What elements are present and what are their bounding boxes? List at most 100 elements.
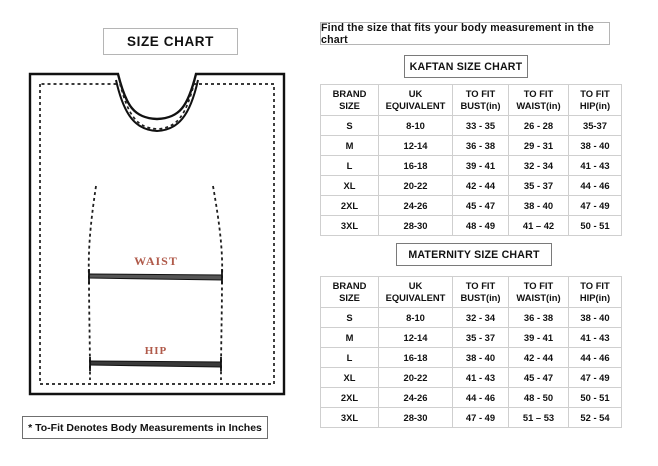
table-row: M 12-14 35 - 37 39 - 41 41 - 43	[320, 327, 622, 348]
cell-uk-equivalent: 16-18	[378, 347, 453, 368]
hip-label: HIP	[145, 345, 168, 357]
cell-uk-equivalent: 12-14	[378, 135, 453, 156]
cell-hip: 38 - 40	[568, 307, 622, 328]
footnote-label: * To-Fit Denotes Body Measurements in In…	[28, 421, 262, 434]
kaftan-table-header: BRAND SIZE UK EQUIVALENT TO FIT BUST(in)…	[320, 84, 622, 116]
table-row: XL 20-22 41 - 43 45 - 47 47 - 49	[320, 367, 622, 388]
cell-waist: 41 – 42	[508, 215, 569, 236]
kaftan-caption-label: KAFTAN SIZE CHART	[409, 60, 523, 73]
header-line2: SIZE	[339, 100, 360, 111]
cell-bust: 32 - 34	[452, 307, 509, 328]
maternity-caption-label: MATERNITY SIZE CHART	[408, 248, 540, 261]
page-title: SIZE CHART	[103, 28, 238, 55]
table-row: 2XL 24-26 45 - 47 38 - 40 47 - 49	[320, 195, 622, 216]
header-line1: UK	[408, 88, 423, 100]
cell-waist: 38 - 40	[508, 195, 569, 216]
cell-brand-size: M	[320, 327, 379, 348]
garment-outline	[28, 72, 286, 396]
cell-brand-size: L	[320, 347, 379, 368]
header-line2: WAIST(in)	[516, 100, 561, 111]
cell-brand-size: 2XL	[320, 195, 379, 216]
header-line1: BRAND	[332, 88, 367, 100]
cell-bust: 41 - 43	[452, 367, 509, 388]
cell-hip: 44 - 46	[568, 347, 622, 368]
cell-hip: 50 - 51	[568, 215, 622, 236]
cell-uk-equivalent: 12-14	[378, 327, 453, 348]
column-header-brand-size: BRAND SIZE	[320, 276, 379, 308]
cell-bust: 48 - 49	[452, 215, 509, 236]
header-line1: TO FIT	[465, 88, 496, 100]
cell-uk-equivalent: 8-10	[378, 307, 453, 328]
cell-hip: 44 - 46	[568, 175, 622, 196]
column-header-hip: TO FIT HIP(in)	[568, 84, 622, 116]
cell-brand-size: S	[320, 115, 379, 136]
header-line2: HIP(in)	[579, 100, 611, 111]
cell-hip: 50 - 51	[568, 387, 622, 408]
cell-waist: 51 – 53	[508, 407, 569, 428]
cell-hip: 35-37	[568, 115, 622, 136]
cell-waist: 42 - 44	[508, 347, 569, 368]
cell-hip: 41 - 43	[568, 155, 622, 176]
cell-hip: 41 - 43	[568, 327, 622, 348]
cell-bust: 44 - 46	[452, 387, 509, 408]
kaftan-size-table: BRAND SIZE UK EQUIVALENT TO FIT BUST(in)…	[320, 84, 622, 236]
column-header-bust: TO FIT BUST(in)	[452, 276, 509, 308]
cell-brand-size: XL	[320, 175, 379, 196]
page-title-label: SIZE CHART	[127, 34, 214, 49]
column-header-uk-equivalent: UK EQUIVALENT	[378, 84, 453, 116]
neckline-inner-curve	[115, 79, 199, 133]
header-line2: EQUIVALENT	[385, 100, 446, 111]
column-header-bust: TO FIT BUST(in)	[452, 84, 509, 116]
cell-waist: 48 - 50	[508, 387, 569, 408]
header-line1: BRAND	[332, 280, 367, 292]
cell-bust: 47 - 49	[452, 407, 509, 428]
header-line1: TO FIT	[580, 280, 610, 292]
table-header-row: BRAND SIZE UK EQUIVALENT TO FIT BUST(in)…	[320, 84, 622, 116]
cell-waist: 36 - 38	[508, 307, 569, 328]
cell-waist: 35 - 37	[508, 175, 569, 196]
cell-hip: 47 - 49	[568, 195, 622, 216]
table-row: S 8-10 32 - 34 36 - 38 38 - 40	[320, 307, 622, 328]
table-row: 3XL 28-30 48 - 49 41 – 42 50 - 51	[320, 215, 622, 236]
table-row: L 16-18 38 - 40 42 - 44 44 - 46	[320, 347, 622, 368]
table-row: XL 20-22 42 - 44 35 - 37 44 - 46	[320, 175, 622, 196]
header-line1: TO FIT	[523, 88, 554, 100]
header-line2: BUST(in)	[460, 292, 501, 303]
garment-seam-dashed	[39, 83, 275, 385]
kaftan-table-body: S 8-10 33 - 35 26 - 28 35-37 M 12-14 36 …	[320, 115, 622, 236]
column-header-brand-size: BRAND SIZE	[320, 84, 379, 116]
table-row: S 8-10 33 - 35 26 - 28 35-37	[320, 115, 622, 136]
cell-bust: 39 - 41	[452, 155, 509, 176]
header-line2: HIP(in)	[579, 292, 611, 303]
cell-waist: 32 - 34	[508, 155, 569, 176]
maternity-size-table: BRAND SIZE UK EQUIVALENT TO FIT BUST(in)…	[320, 276, 622, 428]
cell-brand-size: 3XL	[320, 407, 379, 428]
cell-bust: 35 - 37	[452, 327, 509, 348]
cell-uk-equivalent: 24-26	[378, 195, 453, 216]
header-line2: WAIST(in)	[516, 292, 561, 303]
footnote: * To-Fit Denotes Body Measurements in In…	[22, 416, 268, 439]
waist-label: WAIST	[134, 254, 178, 268]
cell-waist: 26 - 28	[508, 115, 569, 136]
cell-uk-equivalent: 24-26	[378, 387, 453, 408]
cell-brand-size: S	[320, 307, 379, 328]
table-row: 3XL 28-30 47 - 49 51 – 53 52 - 54	[320, 407, 622, 428]
table-row: M 12-14 36 - 38 29 - 31 38 - 40	[320, 135, 622, 156]
maternity-chart-caption: MATERNITY SIZE CHART	[396, 243, 552, 266]
instruction-banner: Find the size that fits your body measur…	[320, 22, 610, 46]
cell-waist: 45 - 47	[508, 367, 569, 388]
cell-bust: 45 - 47	[452, 195, 509, 216]
cell-brand-size: 3XL	[320, 215, 379, 236]
table-header-row: BRAND SIZE UK EQUIVALENT TO FIT BUST(in)…	[320, 276, 622, 308]
header-line1: TO FIT	[523, 280, 554, 292]
cell-hip: 52 - 54	[568, 407, 622, 428]
maternity-table-header: BRAND SIZE UK EQUIVALENT TO FIT BUST(in)…	[320, 276, 622, 308]
table-row: 2XL 24-26 44 - 46 48 - 50 50 - 51	[320, 387, 622, 408]
cell-brand-size: XL	[320, 367, 379, 388]
cell-brand-size: 2XL	[320, 387, 379, 408]
column-header-waist: TO FIT WAIST(in)	[508, 84, 569, 116]
table-row: L 16-18 39 - 41 32 - 34 41 - 43	[320, 155, 622, 176]
cell-uk-equivalent: 8-10	[378, 115, 453, 136]
cell-bust: 36 - 38	[452, 135, 509, 156]
kaftan-chart-caption: KAFTAN SIZE CHART	[404, 55, 528, 78]
